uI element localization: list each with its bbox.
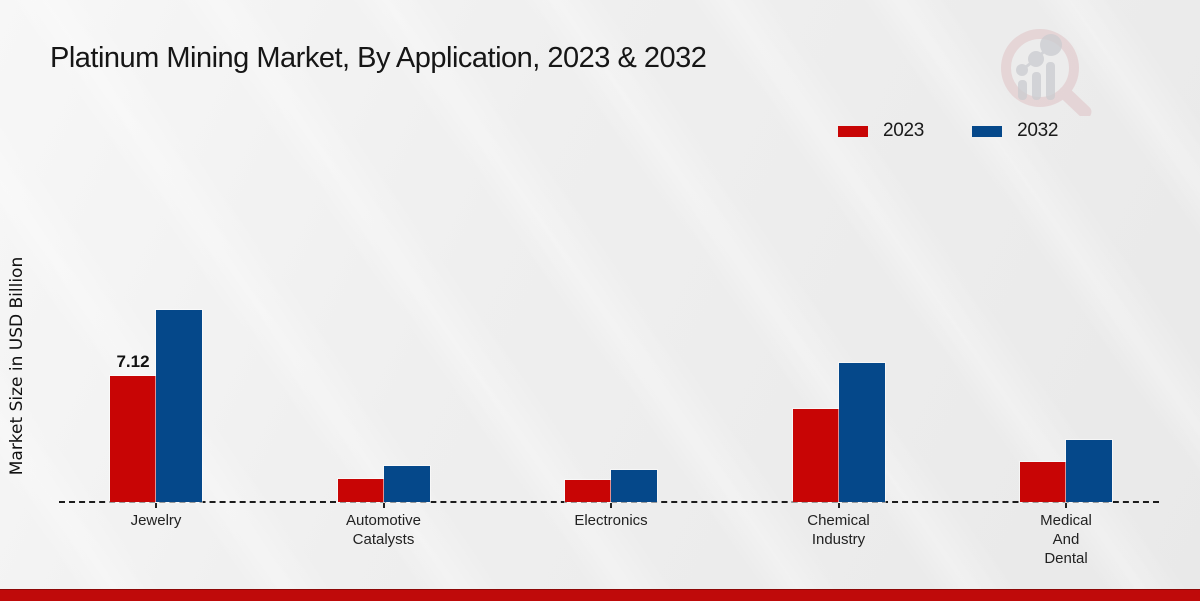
category-label-medical-and-dental: Medical And Dental	[1040, 512, 1092, 567]
x-axis-tick	[610, 503, 612, 508]
x-axis-tick	[382, 503, 385, 508]
bar-2032-chemical-industry	[837, 362, 886, 503]
bar-2032-electronics	[610, 469, 658, 503]
category-label-chemical-industry: Chemical Industry	[807, 512, 870, 548]
legend-swatch-2023	[838, 125, 868, 137]
bar-2032-jewelry	[155, 309, 203, 503]
bar-2023-chemical-industry	[791, 408, 840, 503]
bar-2032-automotive-catalysts	[382, 465, 431, 503]
bar-2023-jewelry	[109, 375, 157, 503]
category-label-automotive-catalysts: Automotive Catalysts	[345, 512, 422, 548]
bar-2023-electronics	[564, 479, 612, 503]
x-axis-tick	[837, 503, 840, 508]
legend-label-2032: 2032	[1017, 120, 1059, 141]
bar-2023-automotive-catalysts	[336, 478, 385, 503]
x-axis-tick	[1065, 503, 1067, 508]
legend: 2023 2032	[838, 120, 1058, 142]
chart-title: Platinum Mining Market, By Application, …	[50, 42, 707, 74]
legend-item-2023: 2023	[838, 120, 924, 142]
x-axis-baseline	[59, 501, 1159, 503]
legend-swatch-2032	[972, 125, 1003, 137]
legend-label-2023: 2023	[883, 120, 925, 141]
x-axis-tick	[155, 503, 157, 508]
magnifier-growth-chart-logo-icon	[1001, 29, 1092, 116]
category-label-electronics: Electronics	[574, 512, 648, 529]
category-label-jewelry: Jewelry	[130, 512, 182, 529]
legend-item-2032: 2032	[972, 120, 1058, 142]
footer-accent-bar	[0, 589, 1200, 601]
bar-value-label: 7.12	[116, 352, 150, 371]
bar-2023-medical-and-dental	[1019, 461, 1067, 503]
bar-2032-medical-and-dental	[1065, 439, 1113, 503]
